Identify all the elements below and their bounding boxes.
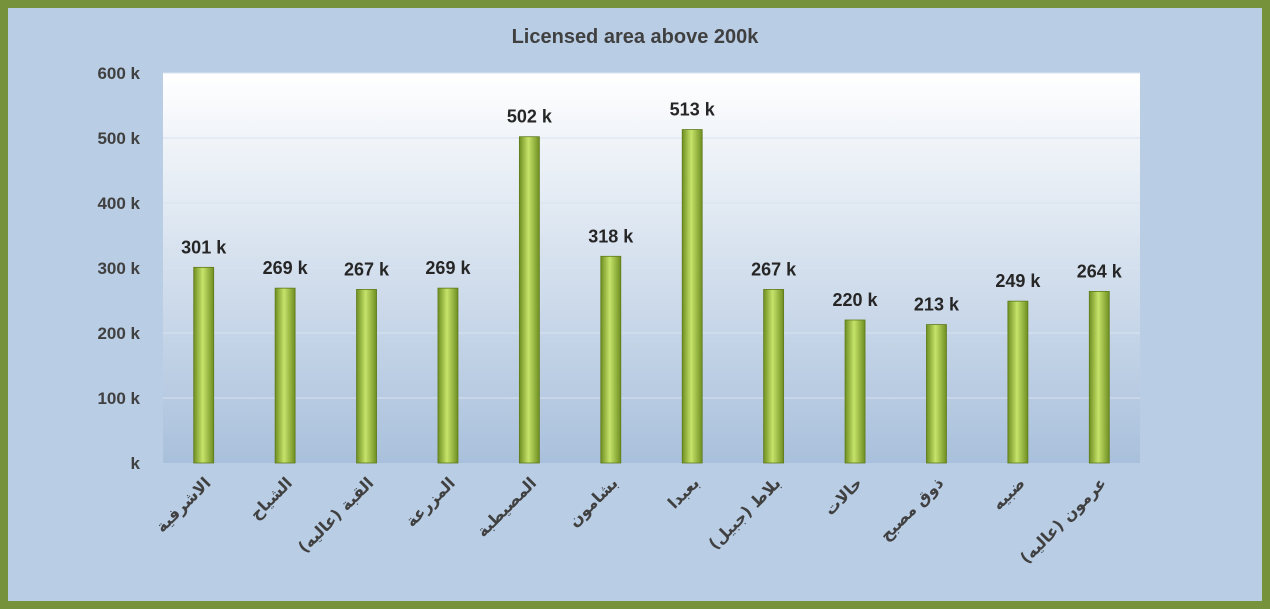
bar [274,287,296,464]
y-tick-label: 200 k [97,324,140,343]
data-label: 301 k [181,237,227,257]
bar [763,289,785,464]
x-category-label: القبة (عاليه) [294,473,377,556]
x-category-label: المزرعة [402,473,459,530]
bar [600,255,622,464]
bar [356,289,377,464]
data-label: 318 k [588,226,634,246]
data-label: 264 k [1077,261,1123,281]
data-label: 267 k [751,259,797,279]
x-category-label: المصيطبة [473,473,540,540]
data-label: 267 k [344,259,390,279]
data-label: 269 k [263,258,309,278]
data-label: 220 k [833,290,879,310]
x-category-label: ضبيه [988,473,1028,513]
bar [681,129,703,464]
y-tick-label: 300 k [97,259,140,278]
data-label: 502 k [507,107,553,127]
data-label: 513 k [670,100,716,120]
y-tick-label: k [131,454,141,473]
bar [193,266,215,464]
x-category-label: عرمون (عاليه) [1016,473,1110,567]
bar [926,324,947,464]
data-label: 269 k [425,258,471,278]
x-category-label: الاشرفية [152,473,215,536]
bar [844,319,866,464]
y-tick-label: 500 k [97,129,140,148]
chart-title: Licensed area above 200k [511,26,759,48]
x-category-label: الشياح [246,473,296,523]
y-tick-label: 600 k [97,64,140,83]
x-category-label: بلاط (جبيل) [705,473,785,553]
y-tick-label: 100 k [97,389,140,408]
bar [437,287,459,464]
bar [1088,290,1110,464]
x-category-label: بشامون [564,473,621,530]
x-category-label: ذوق مصبح [876,473,947,544]
y-tick-label: 400 k [97,194,140,213]
bar [1007,300,1029,464]
x-category-label: حالات [820,473,866,519]
x-category-label: بعبدا [664,473,703,512]
data-label: 249 k [995,271,1041,291]
bar [518,136,540,464]
data-label: 213 k [914,295,960,315]
